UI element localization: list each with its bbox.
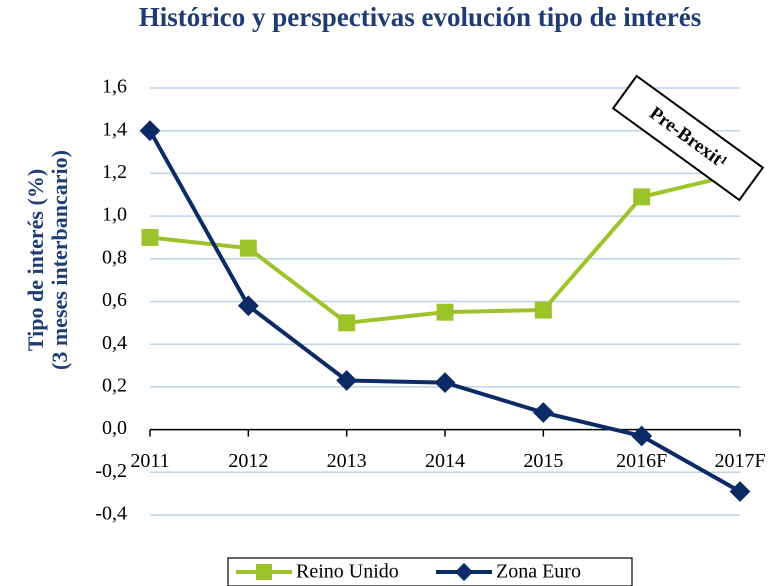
y-axis-label: (3 meses interbancario) <box>47 150 72 370</box>
marker <box>237 295 259 317</box>
marker <box>141 228 159 246</box>
y-axis-label: Tipo de interés (%) <box>23 169 48 351</box>
chart-title: Histórico y perspectivas evolución tipo … <box>138 2 702 32</box>
legend: Reino Unido Zona Euro <box>227 557 633 586</box>
marker <box>729 481 751 502</box>
series-line <box>149 171 741 325</box>
marker <box>338 314 356 332</box>
y-tick-label: 0,6 <box>102 289 127 311</box>
y-tick-label: 0,2 <box>102 374 127 396</box>
legend-label: Reino Unido <box>296 561 399 583</box>
y-tick-label: 1,0 <box>102 204 127 226</box>
x-tick-label: 2013 <box>327 450 367 472</box>
legend-marker <box>455 563 473 581</box>
y-tick-label: 0,4 <box>102 332 127 354</box>
y-tick-label: 1,6 <box>102 76 127 98</box>
x-tick-label: 2011 <box>130 450 169 472</box>
x-tick-label: 2017F <box>714 450 765 472</box>
marker <box>436 303 454 321</box>
y-tick-label: -0,2 <box>95 460 127 482</box>
marker <box>434 372 456 394</box>
y-tick-label: 0,8 <box>102 246 127 268</box>
legend-label: Zona Euro <box>496 561 581 583</box>
y-tick-label: -0,4 <box>95 503 127 525</box>
marker <box>633 188 651 206</box>
marker <box>534 301 552 319</box>
annotation: Pre-Brexit¹ <box>611 74 765 202</box>
marker <box>532 402 554 423</box>
y-tick-label: 1,4 <box>102 118 127 140</box>
annotation-box <box>611 74 765 202</box>
marker <box>631 425 653 447</box>
x-tick-label: 2015 <box>523 450 563 472</box>
y-tick-label: 1,2 <box>102 161 127 183</box>
y-tick-label: 0,0 <box>102 417 127 439</box>
marker <box>139 120 161 142</box>
x-tick-label: 2014 <box>425 450 465 472</box>
legend-box <box>227 557 633 586</box>
legend-marker <box>256 564 272 580</box>
x-tick-label: 2016F <box>616 450 667 472</box>
marker <box>239 239 257 257</box>
x-tick-label: 2012 <box>228 450 268 472</box>
marker <box>336 370 358 391</box>
